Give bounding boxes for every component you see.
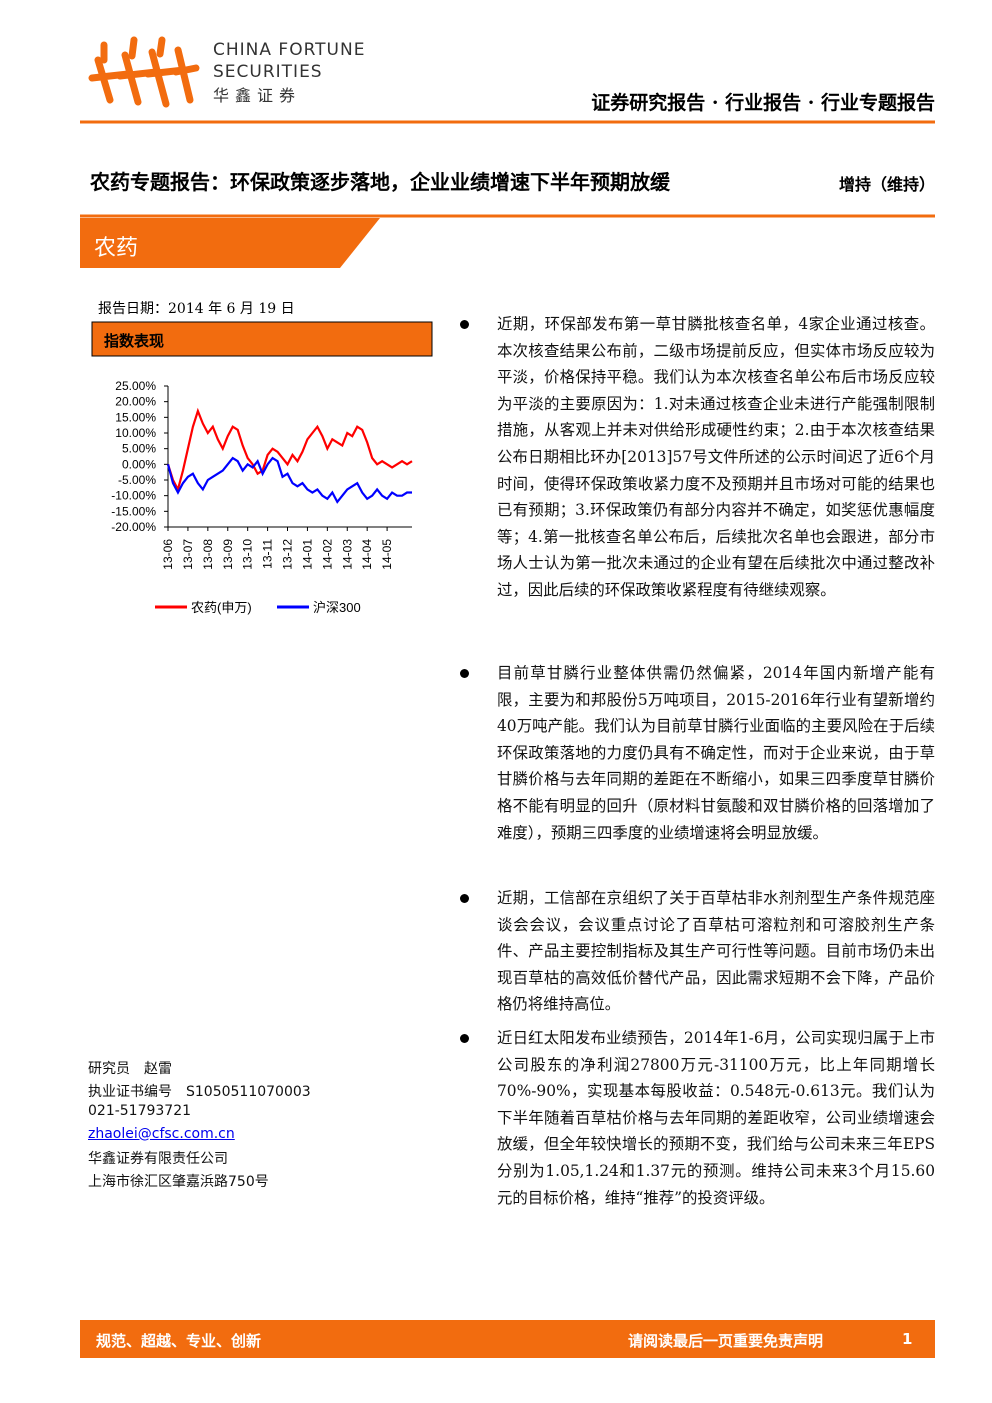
rating: 增持（维持） [838,175,935,194]
logo-text: SECURITIES [213,62,323,82]
x-tick-label: 13-07 [181,539,195,570]
report-type: 证券研究报告 · 行业报告 · 行业专题报告 [591,92,935,114]
y-tick-label: -5.00% [118,473,156,487]
paragraph: 近期，环保部发布第一草甘膦批核查名单，4家企业通过核查。本次核查结果公布前，二级… [497,315,935,599]
y-tick-label: 0.00% [122,457,156,471]
y-tick-label: -10.00% [111,489,156,503]
y-tick-label: 20.00% [115,395,156,409]
paragraph: 近期，工信部在京组织了关于百草枯非水剂剂型生产条件规范座谈会会议，会议重点讨论了… [497,889,935,1014]
footer-slogan: 规范、超越、专业、创新 [96,1332,262,1350]
paragraph: 目前草甘膦行业整体供需仍然偏紧，2014年国内新增产能有限，主要为和邦股份5万吨… [497,664,935,842]
contact-line: 021-51793721 [88,1103,192,1119]
contact-line: 研究员 赵雷 [88,1061,172,1077]
sector: 农药 [94,236,139,261]
email: zhaolei@cfsc.com.cn [88,1125,235,1142]
contact-line: 华鑫证券有限责任公司 [88,1151,228,1167]
x-tick-label: 14-01 [300,539,314,570]
x-tick-label: 14-05 [380,539,394,570]
legend-label: 沪深300 [313,600,361,615]
x-tick-label: 13-08 [201,539,215,570]
x-tick-label: 13-09 [221,539,235,570]
y-tick-label: 10.00% [115,426,156,440]
y-tick-label: 5.00% [122,442,156,456]
x-tick-label: 14-04 [360,539,374,570]
paragraph: 近日红太阳发布业绩预告，2014年1-6月，公司实现归属于上市公司股东的净利润2… [497,1029,935,1207]
page-number: 1 [902,1330,913,1348]
contact-line: 执业证书编号 S1050511070003 [88,1083,311,1100]
bullet [460,320,469,329]
x-tick-label: 14-02 [320,539,334,570]
line-series [166,407,413,493]
y-tick-label: 15.00% [115,410,156,424]
title: 农药专题报告：环保政策逐步落地，企业业绩增速下半年预期放缓 [90,170,670,194]
x-tick-label: 13-12 [281,539,295,570]
report-date: 报告日期：2014 年 6 月 19 日 [98,301,295,317]
y-tick-label: -15.00% [111,504,156,518]
x-tick-label: 13-11 [261,539,275,569]
x-tick-label: 13-06 [161,539,175,570]
y-tick-label: -20.00% [111,520,156,534]
logo-text: 华鑫证券 [213,86,302,105]
contact-line: 上海市徐汇区肇嘉浜路750号 [88,1173,269,1190]
x-tick-label: 14-03 [340,539,354,570]
footer-disclaimer: 请阅读最后一页重要免责声明 [628,1332,824,1350]
legend-label: 农药(申万) [191,600,252,615]
y-tick-label: 25.00% [115,379,156,393]
bullet [460,669,469,678]
chart-box-title: 指数表现 [104,332,165,350]
x-tick-label: 13-10 [241,539,255,570]
bullet [460,894,469,903]
line-series [166,456,412,504]
logo-text: CHINA FORTUNE [213,40,366,60]
chart: 25.00% 20.00%15.00% 10.00% 5.00%0.00% -5.00%… [111,379,413,615]
bullet [460,1034,469,1043]
